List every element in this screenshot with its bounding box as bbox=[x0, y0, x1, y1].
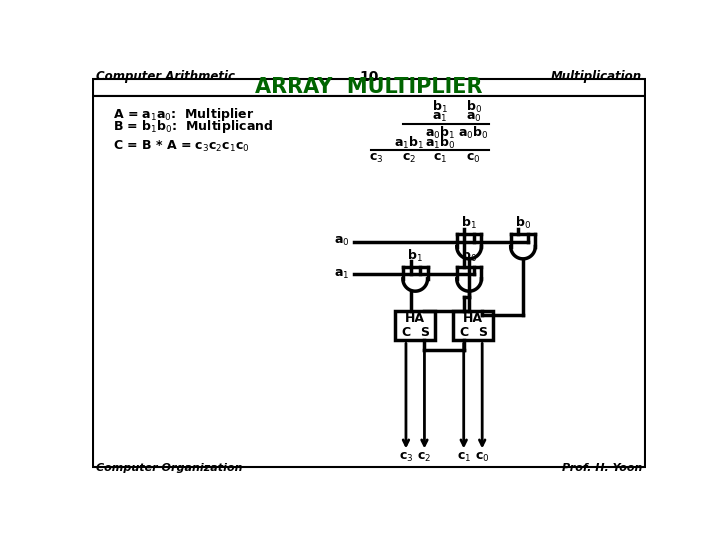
Text: a$_1$: a$_1$ bbox=[335, 268, 350, 281]
Text: S: S bbox=[477, 326, 487, 339]
Text: b$_0$: b$_0$ bbox=[466, 99, 482, 115]
Text: Computer Arithmetic: Computer Arithmetic bbox=[96, 70, 235, 83]
Text: Multiplication: Multiplication bbox=[552, 70, 642, 83]
Text: b$_0$: b$_0$ bbox=[461, 248, 477, 264]
Text: HA: HA bbox=[463, 313, 483, 326]
Text: S: S bbox=[420, 326, 429, 339]
Text: c$_1$: c$_1$ bbox=[456, 451, 471, 464]
Text: a$_1$: a$_1$ bbox=[432, 111, 448, 125]
Text: a$_1$b$_0$: a$_1$b$_0$ bbox=[425, 136, 455, 151]
Text: a$_1$b$_1$: a$_1$b$_1$ bbox=[394, 136, 424, 151]
Text: B = b$_1$b$_0$:  Multiplicand: B = b$_1$b$_0$: Multiplicand bbox=[113, 118, 274, 135]
Text: c$_0$: c$_0$ bbox=[467, 151, 481, 165]
Text: Prof. H. Yoon: Prof. H. Yoon bbox=[562, 463, 642, 473]
Text: a$_0$b$_1$: a$_0$b$_1$ bbox=[425, 125, 455, 140]
Text: c$_3$: c$_3$ bbox=[369, 151, 384, 165]
Bar bbox=[395, 311, 435, 340]
Text: c$_1$: c$_1$ bbox=[433, 151, 447, 165]
Text: 10: 10 bbox=[359, 70, 379, 84]
Text: b$_1$: b$_1$ bbox=[462, 215, 477, 232]
Text: Computer Organization: Computer Organization bbox=[96, 463, 242, 473]
Text: c$_0$: c$_0$ bbox=[475, 451, 490, 464]
Text: c$_2$: c$_2$ bbox=[418, 451, 431, 464]
Text: b$_1$: b$_1$ bbox=[408, 248, 423, 264]
Text: c$_2$: c$_2$ bbox=[402, 151, 416, 165]
Bar bbox=[453, 311, 493, 340]
Text: C = B * A = c$_3$c$_2$c$_1$c$_0$: C = B * A = c$_3$c$_2$c$_1$c$_0$ bbox=[113, 139, 251, 154]
Text: C: C bbox=[459, 326, 468, 339]
Text: ARRAY  MULTIPLIER: ARRAY MULTIPLIER bbox=[256, 77, 482, 97]
Text: C: C bbox=[401, 326, 410, 339]
Text: a$_0$: a$_0$ bbox=[334, 235, 350, 248]
Bar bbox=[94, 79, 644, 96]
Text: c$_3$: c$_3$ bbox=[399, 451, 413, 464]
Text: HA: HA bbox=[405, 313, 426, 326]
Text: b$_0$: b$_0$ bbox=[515, 215, 531, 232]
Text: a$_0$: a$_0$ bbox=[466, 111, 482, 125]
Text: b$_1$: b$_1$ bbox=[432, 99, 448, 115]
Text: a$_0$b$_0$: a$_0$b$_0$ bbox=[459, 125, 489, 140]
Text: A = a$_1$a$_0$:  Multiplier: A = a$_1$a$_0$: Multiplier bbox=[113, 106, 255, 123]
Bar bbox=[94, 96, 644, 467]
